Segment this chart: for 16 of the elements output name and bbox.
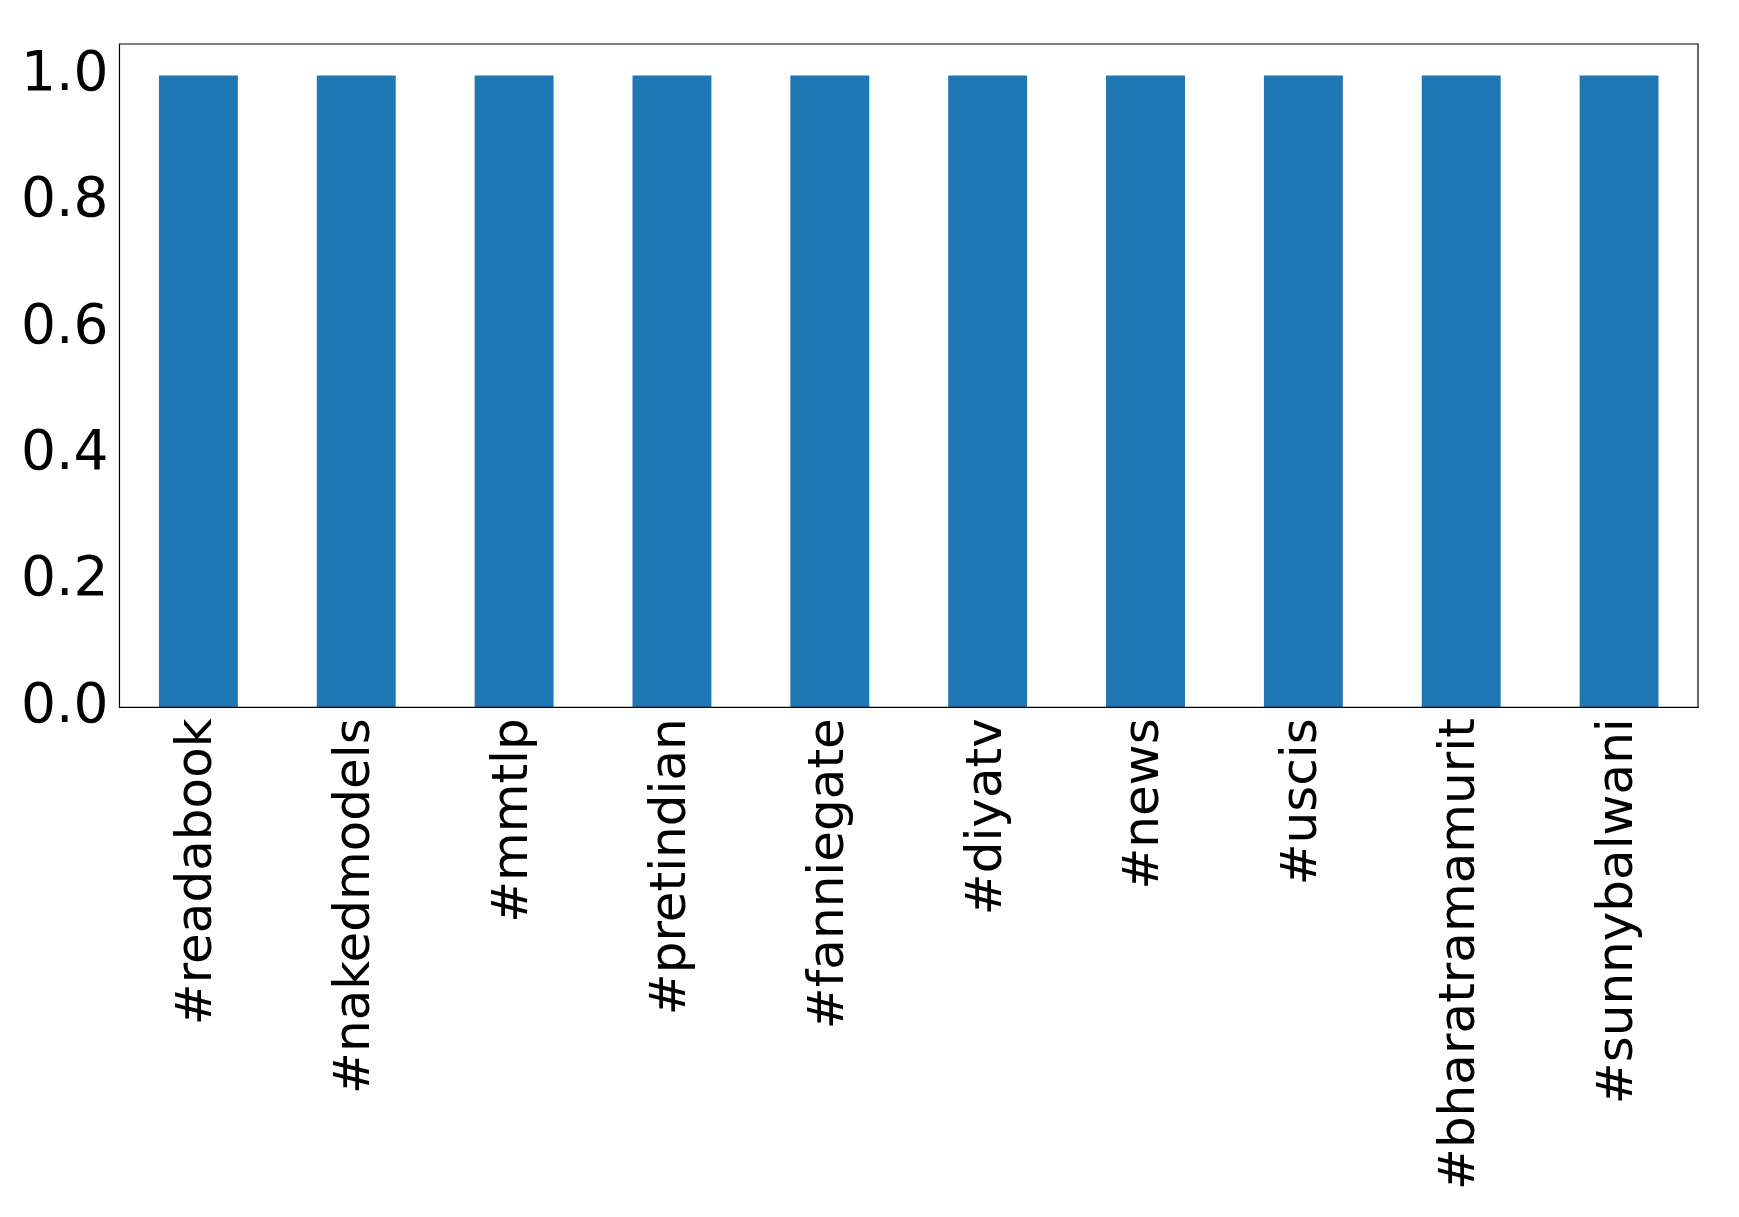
x-tick-label: #readabook xyxy=(165,718,224,1026)
x-tick-label: #fanniegate xyxy=(796,718,855,1030)
x-tick-label: #news xyxy=(1112,718,1171,890)
x-tick-label: #mmtlp xyxy=(481,718,540,923)
y-tick-label: 0.2 xyxy=(21,544,109,609)
x-tick-label: #uscis xyxy=(1270,718,1329,886)
x-tick-label: #nakedmodels xyxy=(323,718,382,1094)
y-tick-label: 1.0 xyxy=(21,38,109,103)
x-tick-label: #diyatv xyxy=(954,718,1013,916)
y-tick-label: 0.4 xyxy=(21,417,109,482)
y-tick-label: 0.0 xyxy=(21,670,109,735)
y-tick-label: 0.6 xyxy=(21,291,109,356)
x-tick-label: #sunnybalwani xyxy=(1586,718,1645,1105)
x-tick-label: #bharatramamurit xyxy=(1428,718,1487,1191)
x-tick-label: #pretindian xyxy=(638,718,697,1016)
y-tick-label: 0.8 xyxy=(21,165,109,230)
